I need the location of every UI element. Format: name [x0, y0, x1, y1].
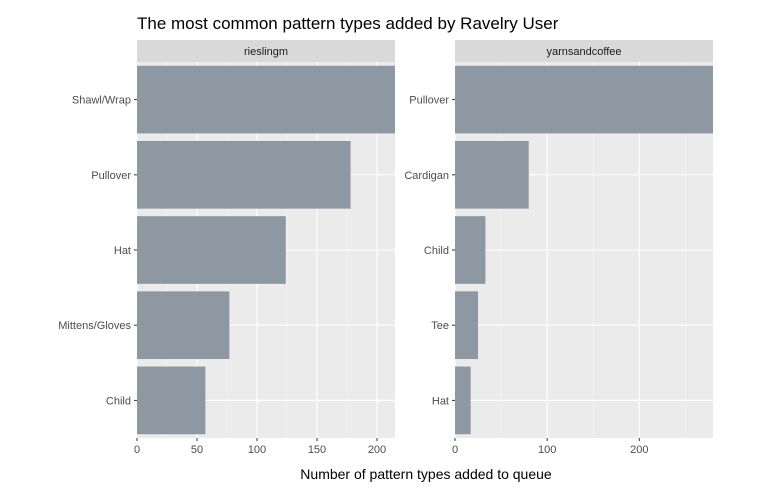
category-label: Pullover	[409, 95, 449, 107]
panel-yarnsandcoffee: yarnsandcoffee Pullover Cardigan Child Tee Ha…	[404, 40, 713, 456]
x-tick-label: 100	[538, 444, 556, 456]
category-label: Hat	[114, 245, 131, 257]
category-label: Child	[424, 245, 449, 257]
panels: rieslingm Shawl/Wrap Pullover Hat Mittens/Gl…	[58, 40, 713, 456]
category-label: Hat	[432, 395, 449, 407]
bar-child	[455, 216, 486, 284]
facet-strip	[137, 40, 395, 62]
panel-rieslingm: rieslingm Shawl/Wrap Pullover Hat Mittens/Gl…	[58, 40, 395, 456]
category-label: Mittens/Gloves	[58, 320, 131, 332]
bar-child	[137, 366, 206, 435]
bar-tee	[455, 291, 479, 360]
bar-pullover	[137, 140, 351, 209]
x-tick-label: 100	[248, 444, 266, 456]
x-axis-title: Number of pattern types added to queue	[300, 466, 552, 482]
facet-strip-label: yarnsandcoffee	[546, 46, 621, 58]
x-tick-label: 200	[368, 444, 386, 456]
facet-strip	[455, 40, 713, 62]
chart-title: The most common pattern types added by R…	[137, 14, 559, 33]
category-label: Cardigan	[404, 170, 449, 182]
x-tick-label: 150	[308, 444, 326, 456]
category-label: Tee	[431, 320, 449, 332]
bar-cardigan	[455, 140, 529, 209]
x-tick-label: 0	[452, 444, 458, 456]
category-label: Child	[106, 395, 131, 407]
facet-strip-label: rieslingm	[244, 46, 288, 58]
bar-shawl-wrap	[137, 65, 395, 134]
x-tick-label: 200	[630, 444, 648, 456]
category-label: Pullover	[91, 170, 131, 182]
bar-hat	[455, 366, 471, 435]
x-tick-label: 0	[134, 444, 140, 456]
x-tick-label: 50	[191, 444, 203, 456]
bar-pullover	[455, 65, 713, 134]
bar-hat	[137, 216, 286, 284]
bar-mittens-gloves	[137, 291, 230, 360]
category-label: Shawl/Wrap	[72, 95, 131, 107]
